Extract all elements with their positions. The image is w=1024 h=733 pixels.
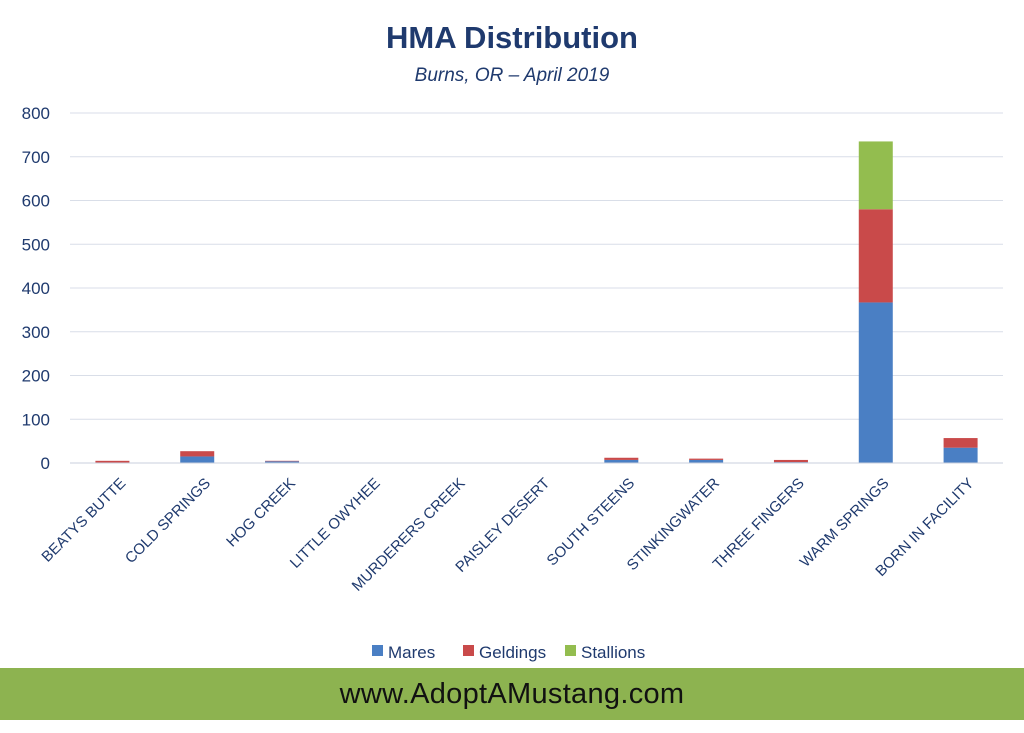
bar-stallions [858,141,893,210]
x-tick-label: HOG CREEK [223,475,299,551]
legend-swatch-stallions [565,645,576,656]
y-tick-label: 0 [41,454,50,473]
y-tick-label: 400 [22,279,50,298]
x-tick-label: LITTLE OWYHEE [287,475,384,572]
y-tick-label: 700 [22,148,50,167]
y-tick-label: 100 [22,410,50,429]
x-tick-label: BEATYS BUTTE [38,475,129,566]
chart-subtitle: Burns, OR – April 2019 [415,65,610,86]
y-tick-label: 800 [22,104,50,123]
bar-mares [689,459,724,463]
x-tick-label: PAISLEY DESERT [452,475,553,576]
x-tick-label: THREE FINGERS [710,475,808,573]
y-tick-label: 600 [22,192,50,211]
legend: Mares Geldings Stallions [372,643,645,662]
bar-geldings [265,460,300,462]
y-axis: 0 100 200 300 400 500 600 700 800 [22,104,50,473]
gridlines [70,112,1003,420]
x-tick-label: WARM SPRINGS [797,475,893,571]
bar-mares [943,447,978,463]
bar-geldings [773,459,808,463]
y-tick-label: 200 [22,367,50,386]
bar-mares [858,302,893,463]
x-tick-label: COLD SPRINGS [122,475,214,567]
chart: HMA Distribution Burns, OR – April 2019 … [22,20,1003,662]
bar-mares [265,461,300,463]
bar-mares [180,456,215,463]
chart-title: HMA Distribution [386,20,638,55]
x-tick-label: SOUTH STEENS [544,475,639,570]
bars [95,141,978,464]
y-tick-label: 500 [22,235,50,254]
footer-url[interactable]: www.AdoptAMustang.com [339,677,685,710]
bar-geldings [180,451,215,457]
bar-geldings [943,438,978,448]
legend-swatch-geldings [463,645,474,656]
bar-mares [604,459,639,463]
legend-swatch-mares [372,645,383,656]
x-tick-label: STINKINGWATER [624,475,723,574]
bar-geldings [604,457,639,460]
bar-geldings [689,458,724,460]
legend-label-stallions: Stallions [581,643,645,662]
y-tick-label: 300 [22,323,50,342]
bar-geldings [95,460,130,463]
legend-label-geldings: Geldings [479,643,546,662]
footer-banner: www.AdoptAMustang.com [0,668,1024,720]
legend-label-mares: Mares [388,643,435,662]
bar-geldings [858,209,893,303]
